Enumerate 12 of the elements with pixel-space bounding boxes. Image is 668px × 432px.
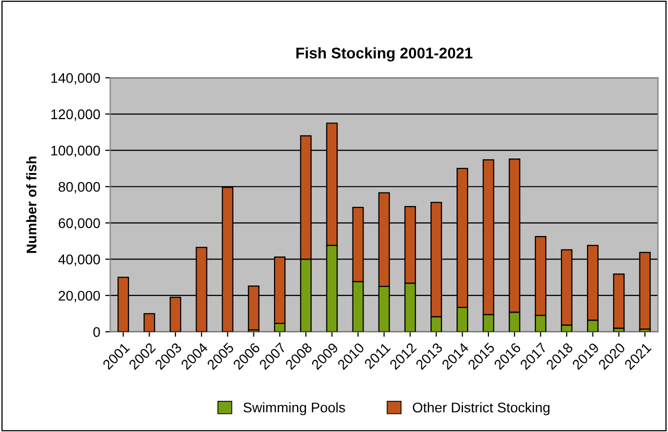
- legend-label: Swimming Pools: [243, 402, 346, 416]
- y-tick-label: 60,000: [58, 218, 100, 230]
- y-tick-label: 40,000: [58, 254, 100, 266]
- y-tick-label: 20,000: [58, 290, 100, 302]
- legend-label: Other District Stocking: [412, 402, 550, 416]
- y-tick-label: 100,000: [51, 146, 100, 158]
- y-tick-label: 80,000: [58, 182, 100, 194]
- y-tick-label: 120,000: [51, 109, 100, 121]
- y-tick-label: 0: [93, 327, 100, 337]
- y-axis-title: Number of fish: [26, 156, 36, 253]
- chart-title: Fish Stocking 2001-2021: [296, 47, 472, 62]
- y-tick-label: 140,000: [51, 73, 100, 85]
